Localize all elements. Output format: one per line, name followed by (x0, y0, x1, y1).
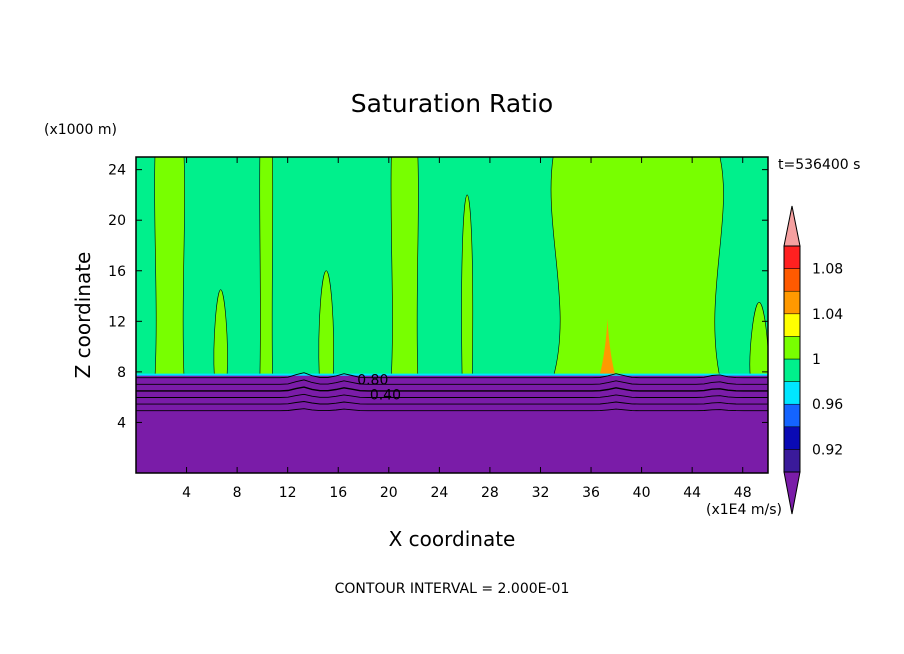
x-tick-label: 8 (233, 485, 242, 501)
x-tick-label: 28 (481, 485, 499, 501)
colorbar: 1.08 1.04 1 0.96 0.92 (783, 205, 843, 515)
hotspot-region (599, 318, 616, 376)
plume-column (154, 157, 185, 378)
contour-label: 0.40 (370, 388, 401, 404)
x-tick-label: 20 (380, 485, 398, 501)
colorbar-level (783, 290, 801, 315)
y-tick-label: 20 (108, 213, 126, 229)
y-axis-label: Z coordinate (71, 252, 95, 379)
contour-line (136, 379, 768, 385)
x-tick-label: 36 (582, 485, 600, 501)
y-tick-label: 12 (108, 314, 126, 330)
contour-line (136, 393, 768, 398)
y-tick-label: 16 (108, 264, 126, 280)
colorbar-level (783, 358, 801, 382)
time-label: t=536400 s (778, 157, 860, 173)
contour-lines (136, 372, 768, 412)
x-tick-label: 32 (532, 485, 550, 501)
x-axis-ticks: 4 8 12 16 20 24 28 32 36 40 44 48 (182, 157, 752, 501)
contour-line (136, 401, 768, 405)
plume-column (461, 194, 474, 378)
contour-line (136, 408, 768, 412)
plume-column (550, 157, 724, 378)
contour-labels: 0.800.40 (357, 372, 401, 403)
contour-line (136, 372, 768, 379)
contour-label: 0.80 (357, 372, 388, 388)
y-axis-ticks: 4 8 12 16 20 24 (108, 163, 768, 431)
colorbar-over-arrow (783, 205, 801, 247)
y-tick-label: 8 (117, 365, 126, 381)
colorbar-frame (783, 245, 801, 473)
plume-column (259, 157, 274, 378)
colorbar-under-arrow (783, 471, 801, 515)
x-tick-label: 24 (430, 485, 448, 501)
colorbar-level (783, 313, 801, 337)
colorbar-tick-label: 0.96 (812, 397, 843, 413)
colorbar-level (783, 381, 801, 405)
plume-column (318, 270, 334, 378)
plot-frame (135, 156, 769, 474)
colorbar-level (783, 336, 801, 360)
x-tick-label: 12 (279, 485, 297, 501)
x-axis-label: X coordinate (389, 527, 516, 551)
x-tick-label: 48 (734, 485, 752, 501)
lower-layer-region (136, 375, 768, 473)
colorbar-level (783, 426, 801, 450)
x-unit-label: (x1E4 m/s) (706, 502, 782, 518)
chart-title: Saturation Ratio (351, 89, 553, 118)
contour-interval-note: CONTOUR INTERVAL = 2.000E-01 (335, 581, 570, 597)
y-tick-label: 24 (108, 163, 126, 179)
plot-area (136, 157, 768, 473)
y-unit-label: (x1000 m) (44, 122, 117, 138)
x-tick-label: 40 (633, 485, 651, 501)
colorbar-level (783, 403, 801, 428)
y-tick-label: 4 (117, 415, 126, 431)
colorbar-tick-label: 0.92 (812, 442, 843, 458)
plume-regions (154, 157, 768, 378)
colorbar-level (783, 268, 801, 292)
colorbar-level (783, 449, 801, 473)
colorbar-tick-label: 1 (812, 352, 821, 368)
x-tick-label: 16 (329, 485, 347, 501)
colorbar-tick-label: 1.08 (812, 262, 843, 278)
colorbar-tick-label: 1.04 (812, 307, 843, 323)
contour-line (136, 386, 768, 392)
x-tick-label: 44 (683, 485, 701, 501)
colorbar-level (783, 245, 801, 269)
x-tick-label: 4 (182, 485, 191, 501)
plume-column (390, 157, 419, 378)
plume-column (213, 289, 228, 378)
